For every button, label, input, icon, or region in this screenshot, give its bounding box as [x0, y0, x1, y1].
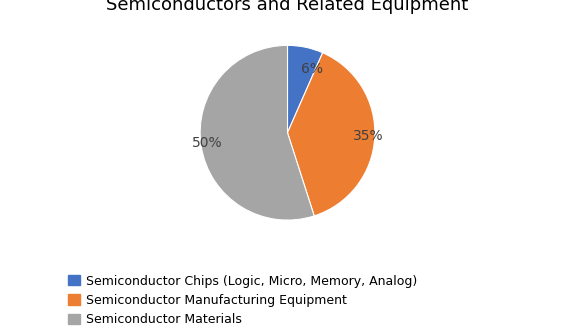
Text: 50%: 50%: [192, 136, 223, 150]
Wedge shape: [288, 45, 323, 133]
Wedge shape: [200, 45, 314, 220]
Wedge shape: [288, 53, 375, 216]
Text: 35%: 35%: [353, 129, 384, 143]
Title: Semiconductors and Related Equipment: Semiconductors and Related Equipment: [106, 0, 469, 14]
Legend: Semiconductor Chips (Logic, Micro, Memory, Analog), Semiconductor Manufacturing : Semiconductor Chips (Logic, Micro, Memor…: [64, 271, 421, 330]
Text: 6%: 6%: [301, 61, 323, 76]
